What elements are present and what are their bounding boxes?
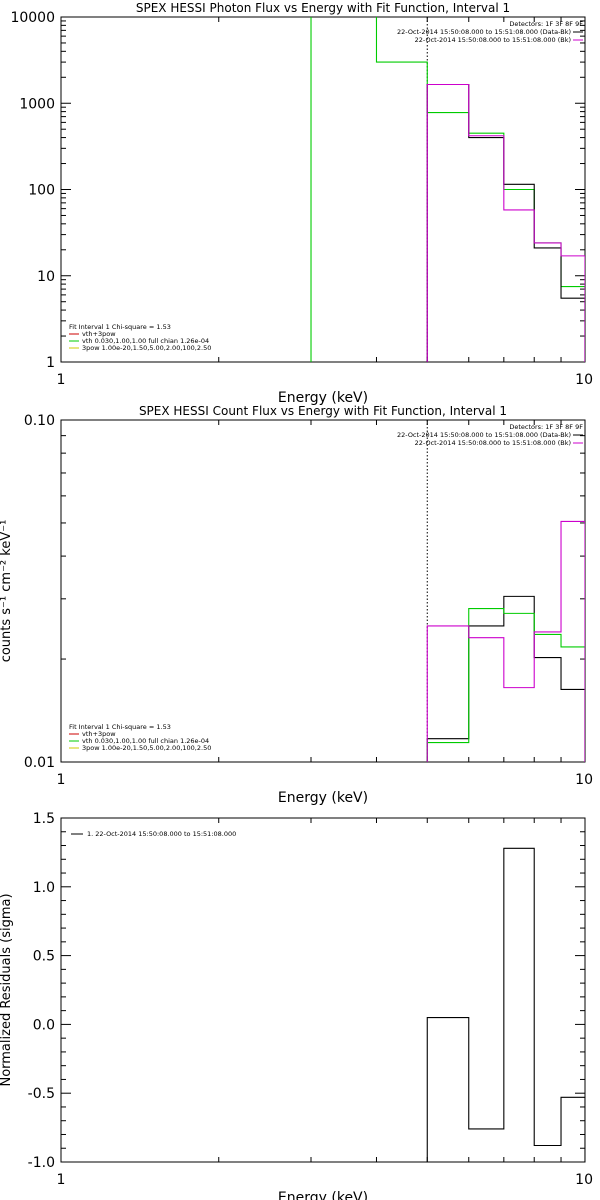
x-axis-title: Energy (keV) (278, 1190, 368, 1200)
y-tick-label: -1.0 (28, 1155, 55, 1171)
y-tick-label: 0.0 (33, 1017, 55, 1033)
panel-1: SPEX HESSI Photon Flux vs Energy with Fi… (10, 1, 593, 406)
series-line-1 (426, 847, 585, 1162)
x-tick-label: 1 (57, 372, 66, 388)
chart-title: SPEX HESSI Count Flux vs Energy with Fit… (139, 404, 507, 418)
y-axis-title: Normalized Residuals (sigma) (0, 893, 14, 1086)
legend-bottom-left: Fit Interval 1 Chi-square = 1.53vth+3pow… (69, 323, 211, 352)
legend-entry-label: vth 0.030,1.00,1.00 full chian 1.26e-04 (82, 737, 209, 745)
legend-entry-label: vth 0.030,1.00,1.00 full chian 1.26e-04 (82, 337, 209, 345)
plot-frame (60, 817, 586, 1163)
x-axis-title: Energy (keV) (278, 390, 368, 406)
series-line-2 (426, 83, 585, 362)
y-tick-label: 100 (28, 183, 55, 199)
legend-fit-header: Fit Interval 1 Chi-square = 1.53 (69, 323, 171, 331)
y-tick-label: 1 (46, 355, 55, 371)
x-tick-label: 10 (575, 772, 593, 788)
x-axis-ticks (60, 420, 586, 762)
x-tick-label: 10 (575, 1172, 593, 1188)
y-tick-label: 1.5 (33, 811, 55, 827)
legend-entry-label: 3pow 1.00e-20,1.50,5.00,2.00,100,2.50 (82, 744, 211, 752)
y-axis-title: counts s⁻¹ cm⁻² keV⁻¹ (0, 520, 14, 663)
y-axis-ticks (61, 817, 585, 1163)
y-tick-label: 10 (37, 269, 55, 285)
y-tick-label: 0.10 (24, 413, 55, 429)
legend-entry-label: 1. 22-Oct-2014 15:50:08.000 to 15:51:08.… (87, 830, 236, 838)
x-axis-title: Energy (keV) (278, 790, 368, 806)
panel-2: SPEX HESSI Count Flux vs Energy with Fit… (0, 404, 593, 806)
series-group (426, 520, 585, 762)
panel-3: 1 10 Energy (keV) -1.0 -0.5 0.0 0.5 1.0 1.5 Norma… (0, 811, 593, 1200)
legend-top-left: 1. 22-Oct-2014 15:50:08.000 to 15:51:08.… (71, 830, 236, 838)
y-tick-label: 1000 (19, 96, 55, 112)
series-line-3 (426, 83, 585, 362)
y-tick-label: 10000 (10, 10, 55, 26)
y-tick-label: -0.5 (28, 1086, 55, 1102)
legend-entry-label: 3pow 1.00e-20,1.50,5.00,2.00,100,2.50 (82, 344, 211, 352)
legend-entry-label: 22-Oct-2014 15:50:08.000 to 15:51:08.000… (415, 36, 571, 44)
y-tick-label: 0.01 (24, 755, 55, 771)
series-line-1 (426, 595, 585, 762)
x-tick-label: 10 (575, 372, 593, 388)
x-tick-label: 1 (57, 772, 66, 788)
legend-entry-label: vth+3pow (82, 730, 116, 738)
legend-detectors: Detectors: 1F 3F 8F 9F (509, 423, 583, 431)
x-tick-label: 1 (57, 1172, 66, 1188)
legend-entry-label: vth+3pow (82, 330, 116, 338)
legend-entry-label: 22-Oct-2014 15:50:08.000 to 15:51:08.000… (397, 431, 571, 439)
legend-entry-label: 22-Oct-2014 15:50:08.000 to 15:51:08.000… (397, 28, 571, 36)
series-group (310, 17, 585, 362)
series-line-3 (426, 520, 585, 762)
series-group (426, 847, 585, 1162)
legend-detectors: Detectors: 1F 3F 8F 9F (509, 20, 583, 28)
y-tick-label: 1.0 (33, 880, 55, 896)
y-axis-ticks (61, 16, 585, 363)
x-axis-ticks (60, 818, 586, 1162)
chart-title: SPEX HESSI Photon Flux vs Energy with Fi… (136, 1, 510, 15)
series-line-2 (426, 607, 585, 762)
legend-entry-label: 22-Oct-2014 15:50:08.000 to 15:51:08.000… (415, 439, 571, 447)
y-axis-ticks (61, 419, 585, 763)
legend-bottom-left: Fit Interval 1 Chi-square = 1.53vth+3pow… (69, 723, 211, 752)
series-line-1 (310, 17, 585, 362)
y-tick-label: 0.5 (33, 949, 55, 965)
plot-frame (60, 419, 586, 763)
legend-fit-header: Fit Interval 1 Chi-square = 1.53 (69, 723, 171, 731)
